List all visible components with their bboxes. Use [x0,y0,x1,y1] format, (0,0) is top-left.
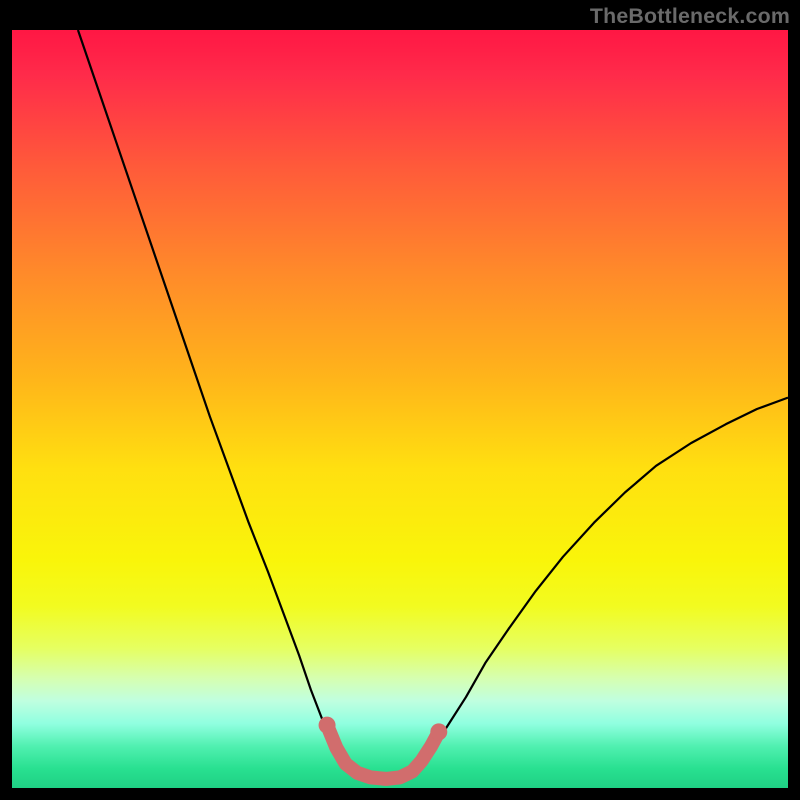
highlight-segment [327,725,439,779]
highlight-end-dot [319,717,336,734]
plot-area [12,30,788,788]
chart-svg [12,30,788,788]
main-curve [78,30,788,779]
watermark-text: TheBottleneck.com [590,4,790,29]
highlight-end-dot [430,723,447,740]
chart-frame: TheBottleneck.com [0,0,800,800]
